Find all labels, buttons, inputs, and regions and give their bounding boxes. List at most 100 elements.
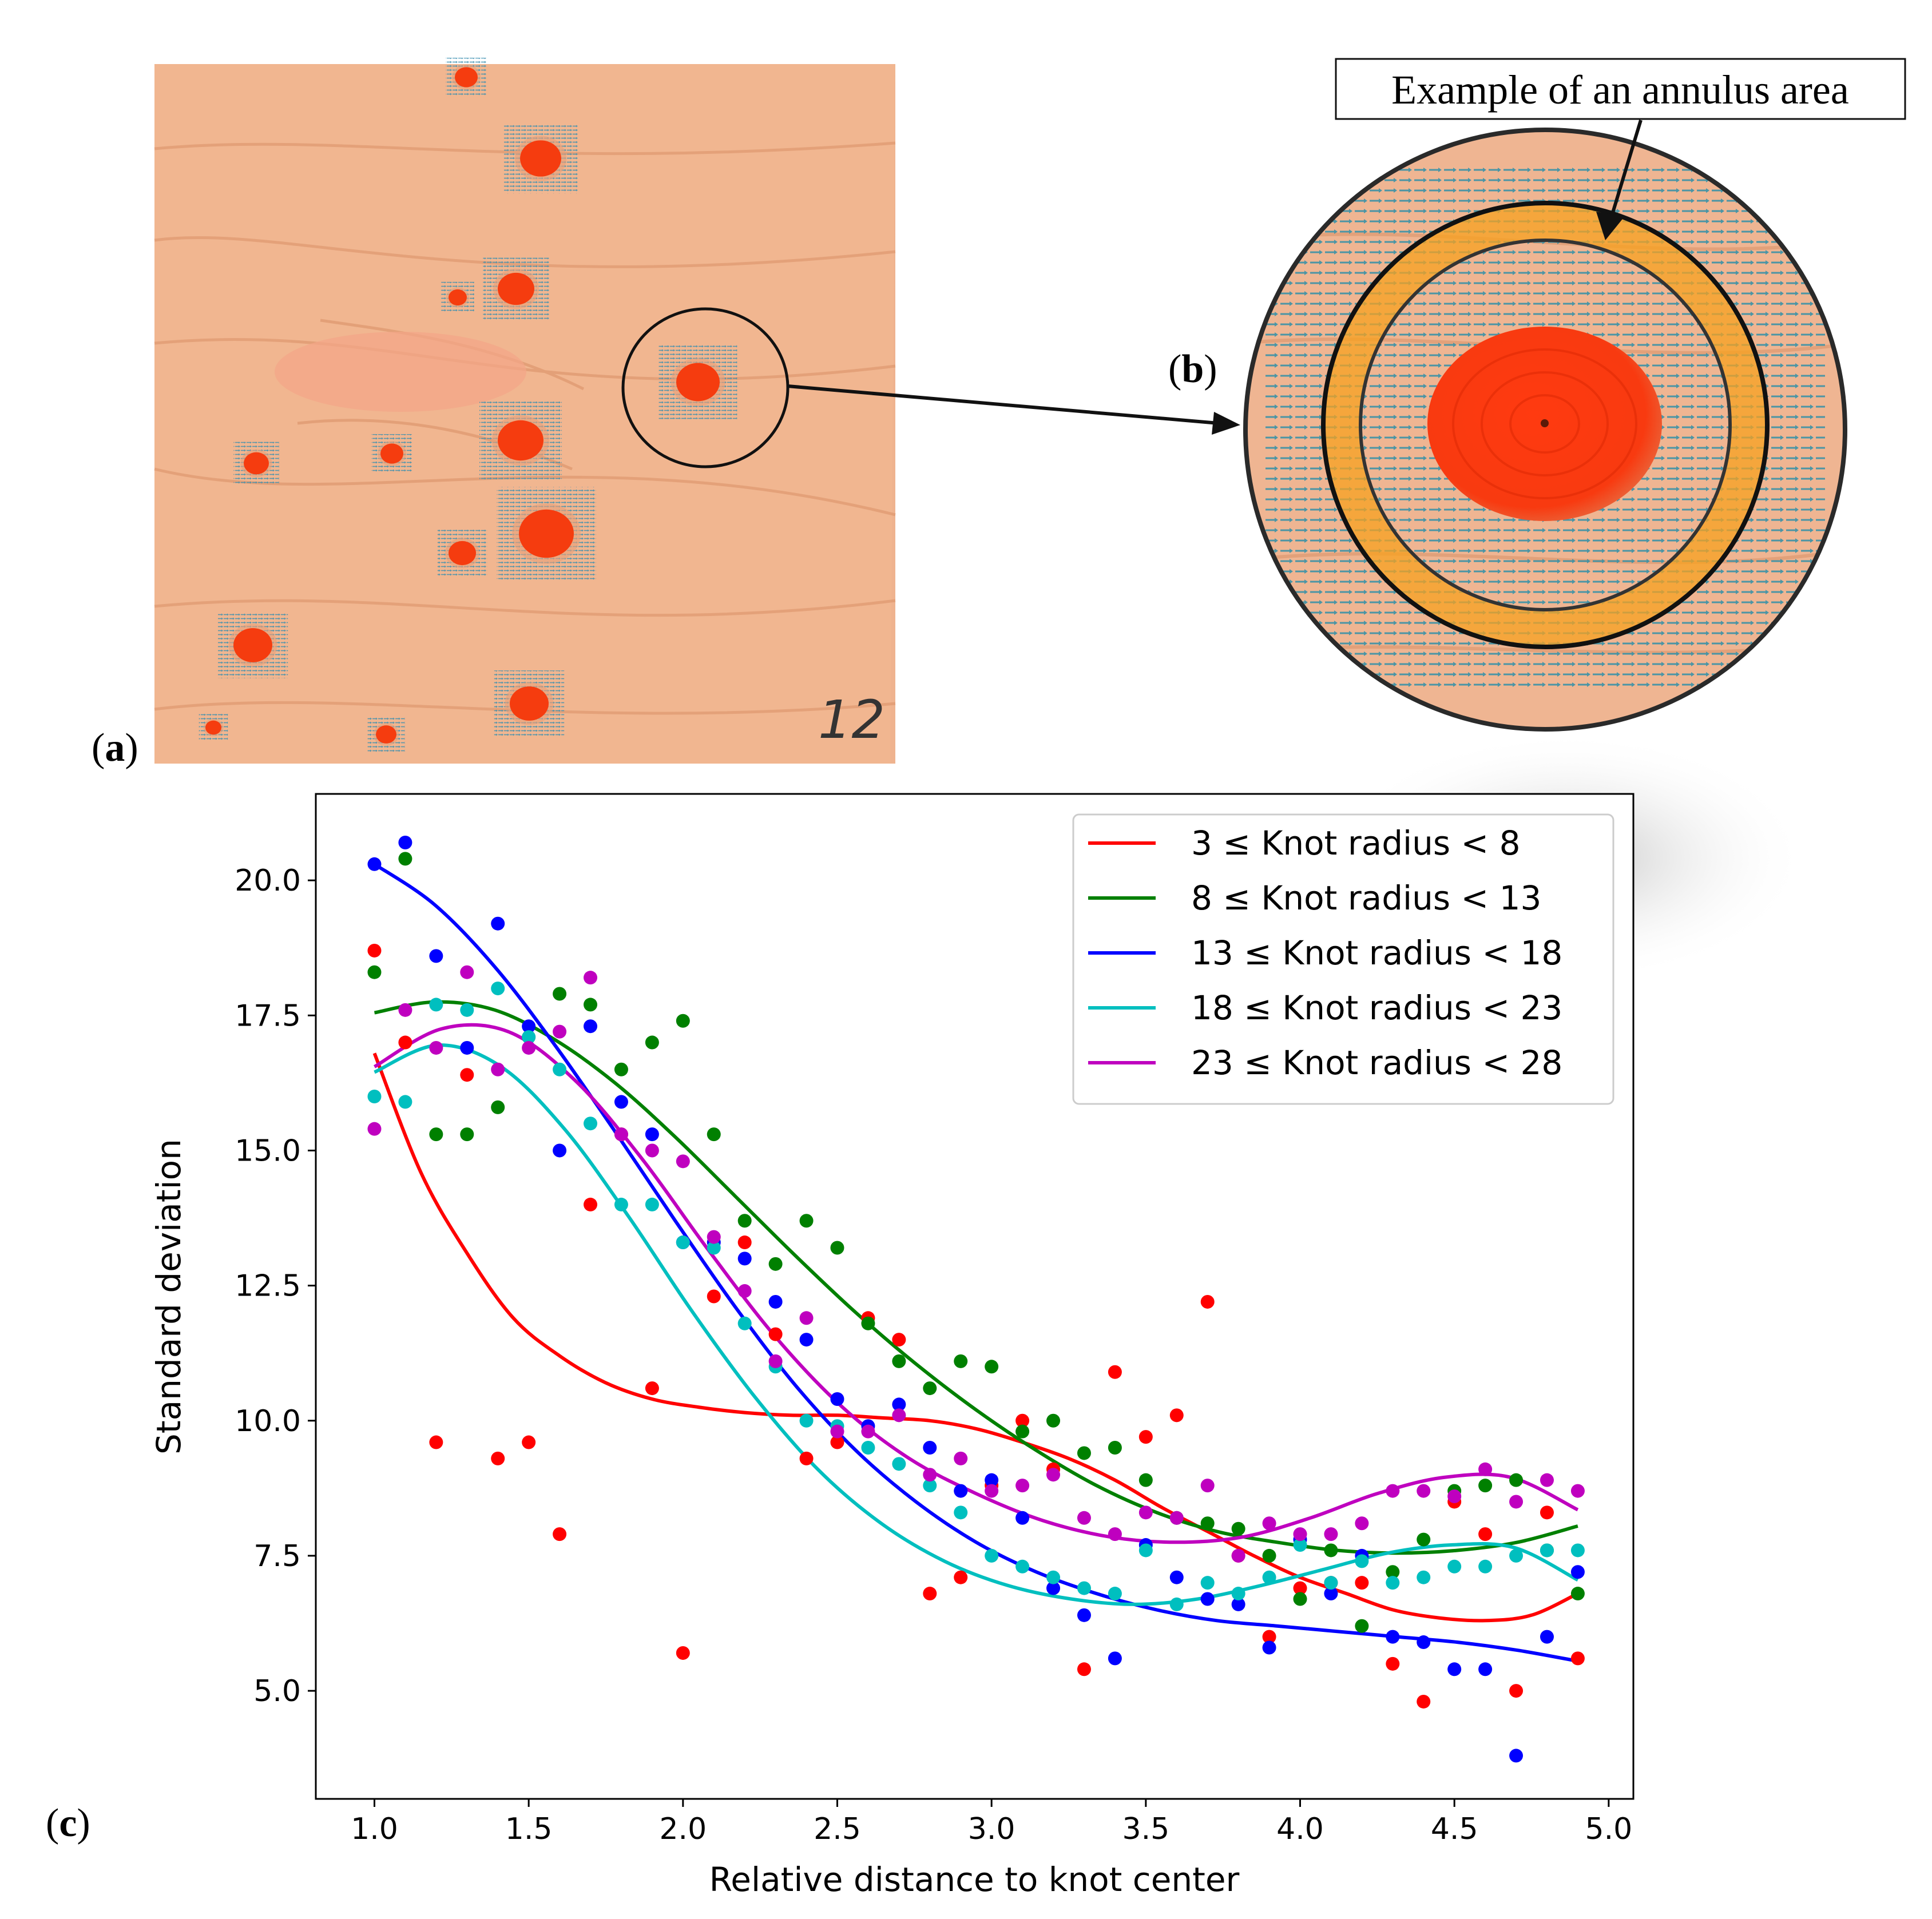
data-point-series-4 — [1540, 1543, 1554, 1558]
data-point-series-5 — [1262, 1516, 1276, 1531]
data-point-series-2 — [1262, 1548, 1276, 1563]
knot-marker — [498, 272, 534, 305]
data-point-series-5 — [491, 1062, 505, 1076]
data-point-series-2 — [1570, 1587, 1585, 1601]
data-point-series-4 — [1478, 1559, 1493, 1574]
data-point-series-1 — [398, 1035, 412, 1050]
data-point-series-4 — [1570, 1543, 1585, 1558]
data-point-series-3 — [985, 1473, 999, 1487]
data-point-series-2 — [1231, 1521, 1245, 1536]
data-point-series-3 — [460, 1040, 474, 1055]
data-point-series-2 — [1509, 1473, 1524, 1487]
data-point-series-5 — [367, 1122, 382, 1136]
data-point-series-4 — [1386, 1576, 1400, 1590]
legend-label: 3 ≤ Knot radius < 8 — [1191, 824, 1521, 863]
data-point-series-5 — [799, 1311, 814, 1325]
data-point-series-2 — [1417, 1532, 1431, 1547]
data-point-series-5 — [1293, 1527, 1307, 1541]
data-point-series-1 — [429, 1435, 443, 1449]
data-point-series-3 — [1169, 1570, 1184, 1584]
data-point-series-4 — [1077, 1581, 1091, 1595]
data-point-series-5 — [1169, 1511, 1184, 1525]
data-point-series-2 — [584, 998, 598, 1012]
panel-label-b: (b) — [1168, 347, 1217, 391]
y-axis-label: Standard deviation — [149, 1139, 188, 1455]
data-point-series-4 — [1138, 1543, 1153, 1558]
data-point-series-1 — [1200, 1294, 1215, 1309]
data-point-series-5 — [398, 1003, 412, 1017]
data-point-series-3 — [923, 1440, 937, 1455]
data-point-series-2 — [1077, 1446, 1091, 1460]
data-point-series-4 — [892, 1457, 906, 1471]
knot-marker — [449, 541, 476, 566]
data-point-series-5 — [1015, 1479, 1030, 1493]
knot-marker — [205, 720, 221, 735]
data-point-series-2 — [1386, 1565, 1400, 1579]
x-tick-label: 1.0 — [351, 1812, 398, 1846]
data-point-series-1 — [1386, 1656, 1400, 1671]
data-point-series-1 — [676, 1646, 690, 1660]
data-point-series-5 — [1417, 1484, 1431, 1498]
data-point-series-5 — [985, 1484, 999, 1498]
y-tick-label: 10.0 — [235, 1404, 301, 1439]
data-point-series-2 — [1355, 1619, 1369, 1633]
fit-curve-series-2 — [374, 1000, 1578, 1555]
data-point-series-5 — [1386, 1484, 1400, 1498]
data-point-series-3 — [614, 1095, 628, 1109]
data-point-series-5 — [737, 1284, 752, 1298]
data-point-series-1 — [584, 1197, 598, 1211]
data-point-series-4 — [367, 1089, 382, 1103]
data-point-series-1 — [1540, 1505, 1554, 1520]
fit-curve-series-5 — [374, 1023, 1579, 1544]
data-point-series-3 — [1108, 1651, 1122, 1666]
data-point-series-4 — [1324, 1576, 1338, 1590]
y-tick-label: 7.5 — [253, 1539, 301, 1574]
data-point-series-2 — [367, 965, 382, 979]
data-point-series-3 — [1447, 1662, 1462, 1676]
data-point-series-2 — [1046, 1413, 1061, 1428]
knot-marker — [498, 420, 544, 461]
data-point-series-2 — [1478, 1479, 1493, 1493]
data-point-series-1 — [1169, 1408, 1184, 1423]
data-point-series-2 — [923, 1381, 937, 1396]
data-point-series-1 — [1138, 1430, 1153, 1444]
data-point-series-1 — [1417, 1694, 1431, 1709]
data-point-series-5 — [1046, 1468, 1061, 1482]
knot-marker — [244, 452, 269, 475]
chart: 1.0 1.5 2.0 2.5 3.0 3.5 4.0 4.5 5.0 5.0 7.5 10.0 12… — [149, 793, 1635, 1899]
knot-marker — [449, 289, 467, 306]
data-point-series-2 — [985, 1360, 999, 1374]
data-point-series-3 — [1324, 1587, 1338, 1601]
data-point-series-5 — [1077, 1511, 1091, 1525]
data-point-series-1 — [1570, 1651, 1585, 1666]
panel-label-c: (c) — [46, 1801, 90, 1845]
data-point-series-2 — [1108, 1440, 1122, 1455]
data-point-series-5 — [830, 1424, 844, 1439]
x-tick-label: 2.0 — [659, 1812, 707, 1846]
callout-text: Example of an annulus area — [1391, 67, 1849, 113]
data-point-series-4 — [737, 1316, 752, 1330]
data-point-series-5 — [584, 971, 598, 985]
data-point-series-1 — [645, 1381, 659, 1396]
data-point-series-2 — [707, 1127, 721, 1142]
data-point-series-1 — [367, 943, 382, 957]
data-points — [367, 836, 1585, 1763]
data-point-series-5 — [768, 1354, 783, 1368]
data-point-series-2 — [799, 1214, 814, 1228]
data-point-series-2 — [429, 1127, 443, 1142]
x-axis: 1.0 1.5 2.0 2.5 3.0 3.5 4.0 4.5 5.0 — [351, 1799, 1632, 1846]
fit-curve-series-1 — [372, 1052, 1579, 1623]
data-point-series-4 — [1108, 1587, 1122, 1601]
legend-box — [1072, 813, 1614, 1105]
data-point-series-2 — [861, 1316, 875, 1330]
data-point-series-3 — [645, 1127, 659, 1142]
data-point-series-2 — [398, 852, 412, 866]
data-point-series-5 — [923, 1468, 937, 1482]
legend: 3 ≤ Knot radius < 8 8 ≤ Knot radius < 13 1… — [1072, 813, 1614, 1105]
data-point-series-3 — [892, 1397, 906, 1412]
handwritten-mark: 12 — [818, 689, 885, 750]
data-point-series-1 — [491, 1451, 505, 1465]
data-point-series-1 — [954, 1570, 968, 1584]
data-point-series-4 — [676, 1235, 690, 1250]
